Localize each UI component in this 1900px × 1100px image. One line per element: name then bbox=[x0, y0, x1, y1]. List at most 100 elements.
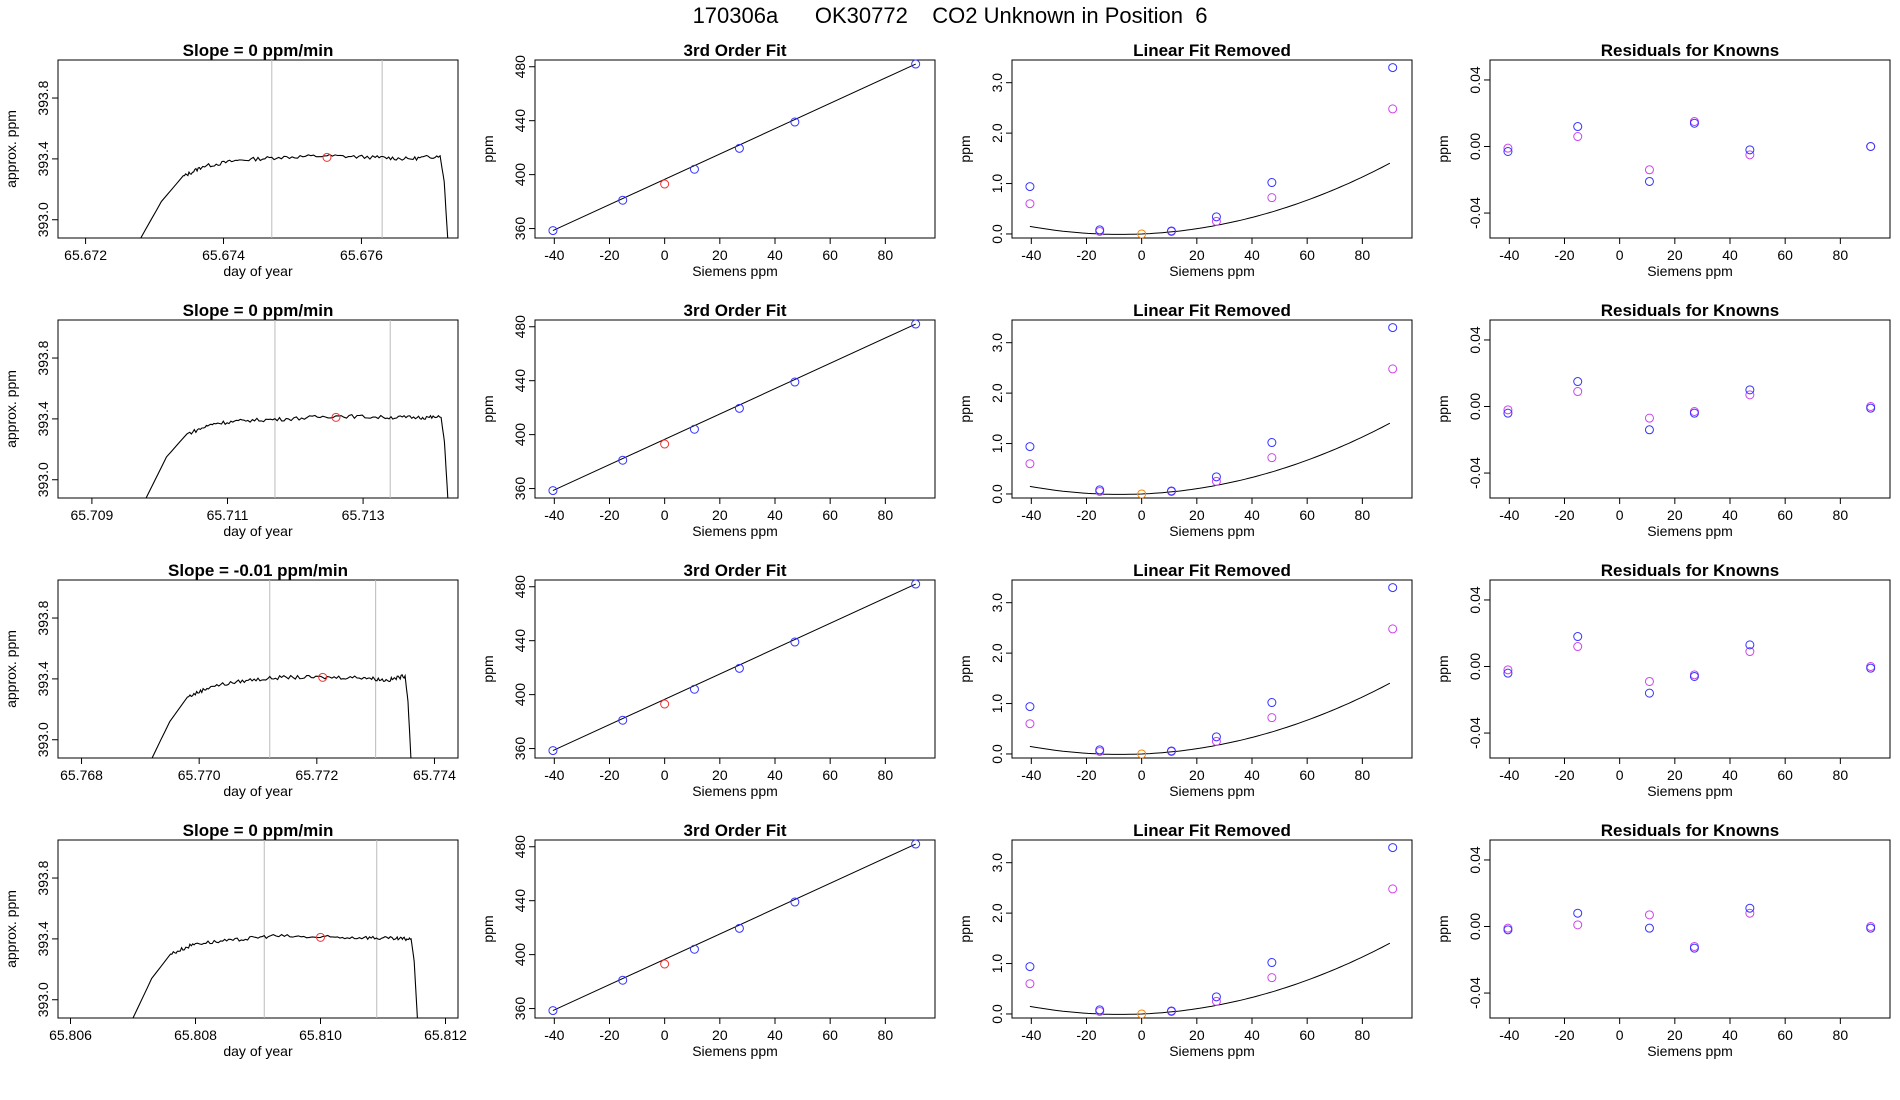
plot-frame bbox=[1011, 839, 1413, 1019]
known-point bbox=[689, 684, 699, 694]
y-tick-label: 1.0 bbox=[989, 694, 1005, 714]
plot-frame bbox=[534, 59, 936, 239]
known-point bbox=[1745, 145, 1755, 155]
y-tick-label: 3.0 bbox=[989, 593, 1005, 613]
panel-title: Linear Fit Removed bbox=[1133, 821, 1291, 840]
known-point bbox=[1267, 698, 1277, 708]
x-tick-label: -40 bbox=[1021, 1027, 1041, 1043]
x-tick-label: 0 bbox=[1138, 247, 1146, 263]
plot-frame bbox=[1489, 839, 1891, 1019]
panel-r0-c0: 65.672 65.674 65.676 393.0 393.4 393.8 Slope =… bbox=[3, 41, 459, 279]
panel-title: Residuals for Knowns bbox=[1601, 41, 1780, 60]
x-tick-label: -20 bbox=[599, 1027, 619, 1043]
x-tick-label: -20 bbox=[1076, 767, 1096, 783]
y-tick-label: 2.0 bbox=[989, 383, 1005, 403]
x-tick-label: 0 bbox=[1138, 767, 1146, 783]
x-axis-label: Siemens ppm bbox=[692, 1043, 778, 1059]
known-point bbox=[1211, 732, 1221, 742]
x-tick-label: -40 bbox=[544, 1027, 564, 1043]
unknown-point bbox=[660, 699, 670, 709]
known-point bbox=[1166, 746, 1176, 756]
x-tick-label: 40 bbox=[1244, 247, 1260, 263]
x-tick-label: -20 bbox=[1076, 247, 1096, 263]
y-axis-label: ppm bbox=[1435, 135, 1451, 162]
known-point bbox=[1866, 142, 1876, 152]
known-point bbox=[618, 195, 628, 205]
x-tick-label: 0 bbox=[1616, 767, 1624, 783]
y-tick-label: -0.04 bbox=[1467, 717, 1483, 749]
y-axis-label: ppm bbox=[480, 135, 496, 162]
x-tick-label: 65.768 bbox=[60, 767, 103, 783]
known-point bbox=[1573, 908, 1583, 918]
known-point bbox=[548, 1006, 558, 1016]
x-tick-label: 0 bbox=[1616, 247, 1624, 263]
y-tick-label: 440 bbox=[512, 889, 528, 913]
x-tick-label: 40 bbox=[767, 247, 783, 263]
y-tick-label: 2.0 bbox=[989, 123, 1005, 143]
y-tick-label: 0.0 bbox=[989, 744, 1005, 764]
x-tick-label: 40 bbox=[1244, 1027, 1260, 1043]
x-tick-label: 80 bbox=[1833, 247, 1849, 263]
plot-frame bbox=[534, 839, 936, 1019]
panel-title: Slope = 0 ppm/min bbox=[183, 41, 334, 60]
y-axis-label: ppm bbox=[480, 655, 496, 682]
concentration-trace bbox=[140, 153, 449, 239]
unknown-point bbox=[660, 439, 670, 449]
x-tick-label: 60 bbox=[1777, 247, 1793, 263]
x-tick-label: 20 bbox=[1189, 247, 1205, 263]
y-tick-label: 3.0 bbox=[989, 853, 1005, 873]
known-point bbox=[1644, 688, 1654, 698]
x-tick-label: 60 bbox=[1299, 767, 1315, 783]
magenta-point bbox=[1503, 665, 1513, 675]
y-tick-label: 2.0 bbox=[989, 643, 1005, 663]
known-point bbox=[790, 637, 800, 647]
x-tick-label: 65.772 bbox=[295, 767, 338, 783]
x-tick-label: 0 bbox=[1138, 507, 1146, 523]
known-point bbox=[1573, 122, 1583, 132]
x-axis-label: Siemens ppm bbox=[1647, 523, 1733, 539]
x-tick-label: 80 bbox=[1355, 507, 1371, 523]
x-tick-label: 40 bbox=[1722, 507, 1738, 523]
known-point bbox=[1503, 408, 1513, 418]
x-tick-label: 80 bbox=[1355, 247, 1371, 263]
known-point bbox=[618, 715, 628, 725]
y-tick-label: 0.0 bbox=[989, 1004, 1005, 1024]
x-axis-label: Siemens ppm bbox=[692, 263, 778, 279]
magenta-point bbox=[1388, 624, 1398, 634]
y-tick-label: 400 bbox=[512, 163, 528, 187]
y-tick-label: 2.0 bbox=[989, 903, 1005, 923]
y-tick-label: 360 bbox=[512, 737, 528, 761]
x-tick-label: 40 bbox=[1244, 767, 1260, 783]
y-axis-label: ppm bbox=[957, 135, 973, 162]
magenta-point bbox=[1211, 216, 1221, 226]
x-tick-label: 80 bbox=[878, 507, 894, 523]
plot-frame bbox=[57, 319, 459, 499]
x-tick-label: -20 bbox=[1554, 507, 1574, 523]
x-tick-label: 0 bbox=[661, 507, 669, 523]
x-axis-label: Siemens ppm bbox=[1169, 263, 1255, 279]
known-point bbox=[1095, 1005, 1105, 1015]
panel-title: Residuals for Knowns bbox=[1601, 821, 1780, 840]
x-tick-label: 65.806 bbox=[49, 1027, 92, 1043]
known-point bbox=[790, 897, 800, 907]
known-point bbox=[1267, 438, 1277, 448]
panel-title: Linear Fit Removed bbox=[1133, 301, 1291, 320]
x-tick-label: 65.810 bbox=[299, 1027, 342, 1043]
x-tick-label: 40 bbox=[1722, 767, 1738, 783]
x-axis-label: day of year bbox=[223, 1043, 293, 1059]
x-tick-label: 65.711 bbox=[207, 507, 249, 523]
magenta-point bbox=[1025, 979, 1035, 989]
magenta-point bbox=[1267, 973, 1277, 983]
fit-curve bbox=[552, 843, 916, 1012]
magenta-point bbox=[1267, 193, 1277, 203]
known-point bbox=[689, 424, 699, 434]
y-tick-label: 440 bbox=[512, 629, 528, 653]
known-point bbox=[1025, 962, 1035, 972]
y-tick-label: 393.8 bbox=[35, 600, 51, 635]
y-tick-label: 393.4 bbox=[35, 141, 51, 176]
x-tick-label: 65.713 bbox=[342, 507, 385, 523]
known-point bbox=[1503, 668, 1513, 678]
residual-curve bbox=[1029, 682, 1391, 755]
x-tick-label: 60 bbox=[822, 247, 838, 263]
x-tick-label: -40 bbox=[544, 247, 564, 263]
